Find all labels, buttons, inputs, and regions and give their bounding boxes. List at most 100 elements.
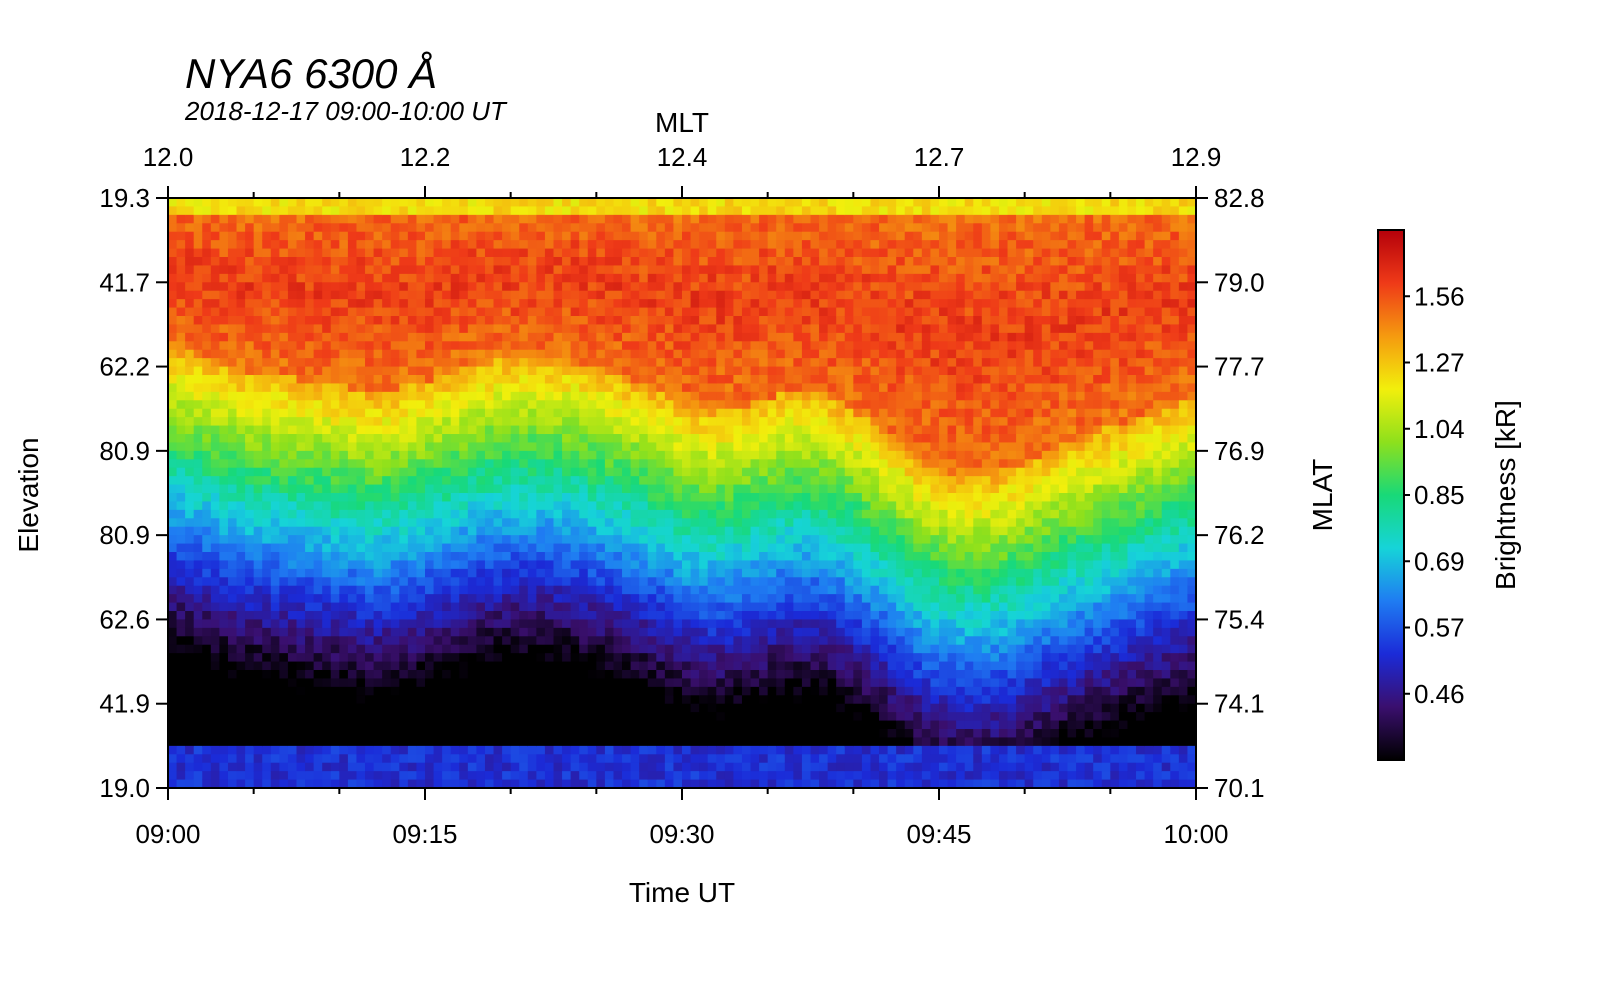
heatmap-cell bbox=[699, 779, 709, 788]
heatmap-cell bbox=[450, 509, 460, 519]
heatmap-cell bbox=[587, 425, 597, 435]
heatmap-cell bbox=[176, 602, 186, 612]
heatmap-cell bbox=[639, 257, 649, 267]
heatmap-cell bbox=[227, 332, 238, 342]
heatmap-cell bbox=[253, 653, 263, 663]
heatmap-cell bbox=[168, 712, 178, 722]
heatmap-cell bbox=[416, 737, 426, 747]
heatmap-cell bbox=[570, 450, 580, 460]
heatmap-cell bbox=[707, 686, 717, 696]
heatmap-cell bbox=[690, 754, 700, 764]
heatmap-cell bbox=[724, 400, 734, 410]
heatmap-cell bbox=[236, 366, 246, 376]
heatmap-cell bbox=[467, 434, 477, 444]
heatmap-cell bbox=[365, 434, 375, 444]
heatmap-cell bbox=[750, 712, 760, 722]
heatmap-cell bbox=[767, 307, 777, 317]
heatmap-cell bbox=[168, 526, 178, 536]
heatmap-cell bbox=[647, 257, 657, 267]
heatmap-cell bbox=[647, 568, 657, 578]
heatmap-cell bbox=[562, 552, 572, 562]
heatmap-cell bbox=[707, 627, 717, 637]
heatmap-cell bbox=[544, 745, 555, 755]
heatmap-cell bbox=[185, 383, 195, 393]
heatmap-cell bbox=[579, 332, 589, 342]
heatmap-cell bbox=[750, 729, 760, 739]
heatmap-cell bbox=[656, 198, 666, 208]
heatmap-cell bbox=[442, 307, 452, 317]
heatmap-cell bbox=[330, 240, 340, 250]
heatmap-cell bbox=[553, 290, 563, 300]
heatmap-cell bbox=[442, 400, 452, 410]
heatmap-cell bbox=[219, 223, 229, 233]
heatmap-cell bbox=[459, 366, 469, 376]
heatmap-cell bbox=[476, 324, 486, 334]
heatmap-cell bbox=[450, 568, 460, 578]
heatmap-cell bbox=[210, 754, 220, 764]
heatmap-cell bbox=[544, 408, 555, 418]
heatmap-cell bbox=[245, 307, 255, 317]
heatmap-cell bbox=[433, 771, 443, 781]
heatmap-cell bbox=[193, 316, 203, 326]
heatmap-cell bbox=[407, 408, 418, 418]
heatmap-cell bbox=[502, 417, 512, 427]
heatmap-cell bbox=[433, 737, 443, 747]
heatmap-cell bbox=[168, 729, 178, 739]
heatmap-cell bbox=[287, 408, 298, 418]
heatmap-cell bbox=[519, 568, 529, 578]
heatmap-cell bbox=[733, 703, 743, 713]
heatmap-cell bbox=[450, 383, 460, 393]
heatmap-cell bbox=[407, 375, 418, 385]
heatmap-cell bbox=[373, 493, 383, 503]
heatmap-cell bbox=[673, 678, 683, 688]
heatmap-cell bbox=[716, 358, 726, 368]
heatmap-cell bbox=[604, 257, 615, 267]
heatmap-cell bbox=[664, 518, 675, 528]
heatmap-cell bbox=[587, 745, 597, 755]
heatmap-cell bbox=[399, 484, 409, 494]
heatmap-cell bbox=[279, 636, 289, 646]
heatmap-cell bbox=[527, 459, 537, 469]
heatmap-cell bbox=[502, 636, 512, 646]
heatmap-cell bbox=[356, 686, 366, 696]
heatmap-cell bbox=[227, 248, 238, 258]
heatmap-cell bbox=[622, 678, 632, 688]
heatmap-cell bbox=[536, 526, 546, 536]
heatmap-cell bbox=[279, 661, 289, 671]
heatmap-cell bbox=[356, 737, 366, 747]
heatmap-cell bbox=[253, 214, 263, 224]
heatmap-cell bbox=[202, 316, 212, 326]
heatmap-cell bbox=[313, 712, 323, 722]
heatmap-cell bbox=[502, 594, 512, 604]
heatmap-cell bbox=[253, 493, 263, 503]
heatmap-cell bbox=[382, 450, 392, 460]
heatmap-cell bbox=[544, 434, 555, 444]
heatmap-cell bbox=[767, 459, 777, 469]
heatmap-cell bbox=[476, 214, 486, 224]
heatmap-cell bbox=[544, 678, 555, 688]
heatmap-cell bbox=[219, 627, 229, 637]
heatmap-cell bbox=[450, 366, 460, 376]
heatmap-cell bbox=[425, 400, 435, 410]
heatmap-cell bbox=[553, 636, 563, 646]
heatmap-cell bbox=[587, 442, 597, 452]
heatmap-cell bbox=[347, 358, 358, 368]
heatmap-cell bbox=[210, 560, 220, 570]
heatmap-cell bbox=[245, 248, 255, 258]
heatmap-cell bbox=[253, 442, 263, 452]
heatmap-cell bbox=[193, 442, 203, 452]
heatmap-cell bbox=[210, 341, 220, 351]
heatmap-cell bbox=[622, 484, 632, 494]
heatmap-cell bbox=[562, 324, 572, 334]
heatmap-cell bbox=[450, 526, 460, 536]
heatmap-cell bbox=[270, 703, 280, 713]
heatmap-cell bbox=[193, 543, 203, 553]
heatmap-cell bbox=[767, 644, 777, 654]
heatmap-cell bbox=[356, 594, 366, 604]
heatmap-cell bbox=[664, 636, 675, 646]
heatmap-cell bbox=[707, 720, 717, 730]
heatmap-cell bbox=[519, 316, 529, 326]
heatmap-cell bbox=[339, 737, 349, 747]
heatmap-cell bbox=[450, 695, 460, 705]
heatmap-cell bbox=[347, 501, 358, 511]
